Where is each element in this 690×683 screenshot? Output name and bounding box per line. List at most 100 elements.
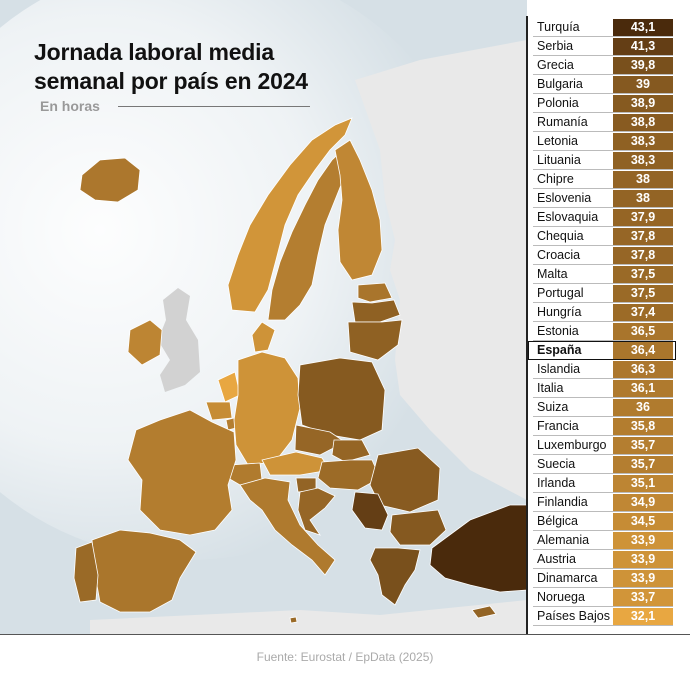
country-shapes bbox=[73, 117, 527, 624]
row-separator bbox=[533, 74, 673, 75]
table-row: Letonia 38,3 bbox=[528, 132, 676, 151]
row-separator bbox=[533, 568, 673, 569]
table-row: Hungría 37,4 bbox=[528, 303, 676, 322]
value-cell: 37,9 bbox=[613, 209, 673, 226]
row-separator bbox=[533, 378, 673, 379]
map-country bbox=[347, 319, 403, 361]
table-row: Grecia 39,8 bbox=[528, 56, 676, 75]
chart-title: Jornada laboral media semanal por país e… bbox=[34, 39, 308, 94]
map-country bbox=[251, 321, 276, 353]
table-row: Suecia 35,7 bbox=[528, 455, 676, 474]
table-row: Finlandia 34,9 bbox=[528, 493, 676, 512]
map-country bbox=[79, 157, 141, 203]
row-separator bbox=[533, 473, 673, 474]
map-country bbox=[317, 459, 381, 491]
chart-subtitle: En horas bbox=[40, 98, 100, 114]
country-label: Islandia bbox=[537, 362, 581, 376]
country-label: Alemania bbox=[537, 533, 590, 547]
value-cell: 33,9 bbox=[613, 551, 673, 568]
country-label: Luxemburgo bbox=[537, 438, 607, 452]
row-separator bbox=[533, 340, 673, 341]
value-cell: 38,9 bbox=[613, 95, 673, 112]
table-row: Eslovaquia 37,9 bbox=[528, 208, 676, 227]
value-cell: 33,7 bbox=[613, 589, 673, 606]
value-cell: 41,3 bbox=[613, 38, 673, 55]
value-cell: 37,5 bbox=[613, 266, 673, 283]
row-separator bbox=[533, 454, 673, 455]
value-cell: 36,5 bbox=[613, 323, 673, 340]
row-separator bbox=[533, 435, 673, 436]
country-label: Polonia bbox=[537, 96, 579, 110]
value-cell: 36,3 bbox=[613, 361, 673, 378]
row-separator bbox=[533, 169, 673, 170]
country-label: Grecia bbox=[537, 58, 574, 72]
country-label: Chipre bbox=[537, 172, 574, 186]
row-separator bbox=[533, 245, 673, 246]
country-label: Austria bbox=[537, 552, 576, 566]
country-label: Hungría bbox=[537, 305, 582, 319]
table-row: Alemania 33,9 bbox=[528, 531, 676, 550]
row-separator bbox=[533, 283, 673, 284]
table-row: Portugal 37,5 bbox=[528, 284, 676, 303]
country-label: España bbox=[537, 343, 582, 357]
row-separator bbox=[533, 55, 673, 56]
ranking-table: Turquía 43,1 Serbia 41,3 Grecia 39,8 Bulgaria 3… bbox=[528, 18, 676, 626]
country-label: Malta bbox=[537, 267, 568, 281]
map-country bbox=[369, 447, 441, 513]
country-label: Noruega bbox=[537, 590, 585, 604]
map-country bbox=[289, 616, 298, 624]
subtitle-rule bbox=[118, 106, 310, 107]
map-country bbox=[127, 409, 237, 536]
europe-choropleth-map bbox=[0, 0, 527, 635]
map-country bbox=[297, 357, 386, 441]
table-row: Austria 33,9 bbox=[528, 550, 676, 569]
value-cell: 35,1 bbox=[613, 475, 673, 492]
table-row: Chipre 38 bbox=[528, 170, 676, 189]
country-label: Croacia bbox=[537, 248, 581, 262]
map-country bbox=[331, 439, 371, 463]
table-row: Luxemburgo 35,7 bbox=[528, 436, 676, 455]
country-label: Dinamarca bbox=[537, 571, 598, 585]
table-row: Croacia 37,8 bbox=[528, 246, 676, 265]
country-label: Chequia bbox=[537, 229, 584, 243]
country-label: Francia bbox=[537, 419, 579, 433]
non-data-landmass-east bbox=[355, 40, 527, 500]
map-country bbox=[357, 282, 393, 303]
value-cell: 35,7 bbox=[613, 456, 673, 473]
non-data-landmass-south bbox=[90, 600, 527, 635]
value-cell: 37,8 bbox=[613, 247, 673, 264]
map-country bbox=[205, 401, 233, 421]
map-country bbox=[91, 529, 197, 613]
row-separator bbox=[533, 93, 673, 94]
row-separator bbox=[533, 36, 673, 37]
country-label: Portugal bbox=[537, 286, 584, 300]
table-row: España 36,4 bbox=[528, 341, 676, 360]
table-row: Bélgica 34,5 bbox=[528, 512, 676, 531]
value-cell: 38,8 bbox=[613, 114, 673, 131]
map-country bbox=[429, 504, 527, 593]
row-separator bbox=[533, 549, 673, 550]
table-row: Estonia 36,5 bbox=[528, 322, 676, 341]
value-cell: 34,5 bbox=[613, 513, 673, 530]
value-cell: 36 bbox=[613, 399, 673, 416]
country-label: Eslovenia bbox=[537, 191, 592, 205]
country-label: Italia bbox=[537, 381, 564, 395]
value-cell: 38 bbox=[613, 171, 673, 188]
map-country bbox=[369, 547, 421, 606]
map-country bbox=[239, 477, 336, 576]
row-separator bbox=[533, 207, 673, 208]
map-country bbox=[351, 491, 389, 531]
table-row: Serbia 41,3 bbox=[528, 37, 676, 56]
table-row: Malta 37,5 bbox=[528, 265, 676, 284]
row-separator bbox=[533, 416, 673, 417]
table-divider bbox=[526, 16, 528, 635]
value-cell: 39 bbox=[613, 76, 673, 93]
map-country bbox=[127, 319, 163, 366]
row-separator bbox=[533, 321, 673, 322]
row-separator bbox=[533, 530, 673, 531]
value-cell: 36,1 bbox=[613, 380, 673, 397]
table-row: Dinamarca 33,9 bbox=[528, 569, 676, 588]
map-country bbox=[227, 117, 353, 313]
table-row: Turquía 43,1 bbox=[528, 18, 676, 37]
